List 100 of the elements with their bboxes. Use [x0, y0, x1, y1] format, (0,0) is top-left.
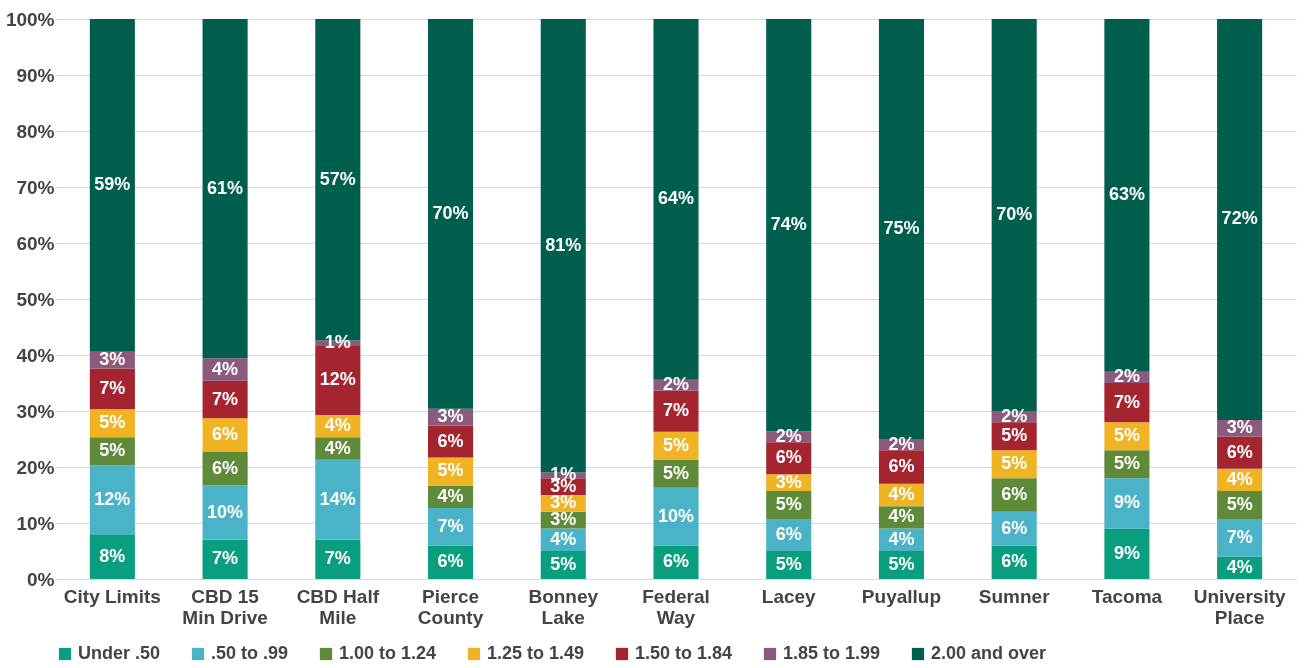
- x-tick-label: CBD 15 Min Drive: [182, 585, 268, 628]
- data-label: 7%: [212, 548, 239, 569]
- legend-label: 1.00 to 1.24: [339, 643, 437, 663]
- bar: [428, 19, 474, 409]
- data-label: 3%: [775, 471, 802, 492]
- y-tick-label: 90%: [16, 64, 55, 86]
- x-tick-label: University Place: [1193, 585, 1287, 628]
- bar: [1217, 19, 1263, 420]
- data-label: 8%: [99, 545, 126, 566]
- bar: [89, 19, 135, 352]
- data-label: 14%: [319, 488, 356, 509]
- legend-label: .50 to .99: [211, 643, 289, 663]
- data-label: 4%: [324, 415, 351, 436]
- legend-label: 1.50 to 1.84: [635, 643, 733, 663]
- y-tick-label: 0%: [27, 568, 55, 590]
- data-label: 10%: [657, 505, 695, 526]
- data-label: 5%: [437, 460, 464, 481]
- data-label: 6%: [775, 524, 802, 545]
- x-tick-label: Lacey: [761, 585, 817, 607]
- data-label: 4%: [550, 528, 577, 549]
- data-label: 2%: [662, 374, 690, 395]
- y-tick-label: 100%: [5, 8, 55, 30]
- data-label: 6%: [1001, 484, 1028, 504]
- data-label: 5%: [1001, 453, 1028, 474]
- data-label: 5%: [775, 494, 802, 515]
- y-tick-label: 20%: [16, 456, 55, 478]
- data-label: 7%: [212, 388, 239, 409]
- data-label: 5%: [550, 554, 577, 574]
- legend-label: Under .50: [78, 643, 161, 663]
- data-label: 5%: [1113, 425, 1140, 446]
- x-tick-label: Pierce County: [417, 585, 484, 628]
- data-label: 5%: [888, 554, 915, 574]
- data-label: 6%: [1001, 517, 1028, 538]
- bar: [653, 390, 699, 432]
- data-label: 2%: [1001, 405, 1028, 426]
- bar: [202, 19, 248, 359]
- data-label: 5%: [775, 554, 802, 574]
- y-tick-label: 70%: [16, 176, 55, 198]
- data-label: 81%: [545, 234, 582, 255]
- data-label: 12%: [319, 369, 356, 390]
- x-tick-label: Bonney Lake: [528, 585, 599, 628]
- data-label: 5%: [1226, 494, 1253, 515]
- data-label: 7%: [99, 377, 126, 398]
- x-tick-label: City Limits: [63, 585, 161, 607]
- data-label: 5%: [1001, 425, 1028, 446]
- data-label: 9%: [1113, 542, 1140, 563]
- bar: [878, 19, 924, 439]
- data-label: 4%: [888, 528, 915, 549]
- data-label: 64%: [657, 188, 695, 209]
- data-label: 59%: [94, 174, 131, 195]
- data-label: 5%: [99, 440, 126, 461]
- data-label: 7%: [1113, 391, 1140, 412]
- data-label: 74%: [770, 214, 807, 235]
- y-tick-label: 40%: [16, 344, 55, 366]
- data-label: 6%: [437, 551, 464, 572]
- data-label: 2%: [888, 433, 915, 454]
- data-label: 4%: [437, 485, 464, 506]
- data-label: 6%: [212, 424, 239, 445]
- data-label: 72%: [1221, 208, 1258, 229]
- bar: [89, 465, 135, 535]
- data-label: 5%: [662, 434, 690, 455]
- data-label: 6%: [775, 447, 802, 468]
- data-label: 4%: [324, 437, 351, 458]
- data-label: 5%: [1113, 453, 1140, 474]
- data-label: 10%: [207, 501, 244, 522]
- bar: [315, 459, 361, 540]
- x-tick-label: CBD Half Mile: [296, 585, 380, 628]
- data-label: 6%: [212, 457, 239, 478]
- data-label: 7%: [1226, 526, 1253, 547]
- data-label: 7%: [437, 515, 464, 536]
- data-label: 6%: [662, 551, 690, 572]
- x-tick-label: Sumner: [978, 585, 1051, 607]
- y-tick-label: 10%: [16, 512, 55, 534]
- data-label: 61%: [207, 177, 244, 198]
- y-tick-label: 80%: [16, 120, 55, 142]
- data-label: 6%: [888, 456, 915, 476]
- x-tick-label: Tacoma: [1091, 585, 1163, 607]
- data-label: 9%: [1113, 492, 1140, 513]
- y-tick-label: 60%: [16, 232, 55, 254]
- bar: [1104, 478, 1150, 529]
- legend-label: 1.25 to 1.49: [487, 643, 585, 663]
- y-tick-label: 50%: [16, 288, 55, 310]
- data-label: 4%: [1226, 468, 1253, 489]
- data-label: 7%: [324, 548, 351, 569]
- data-label: 4%: [888, 484, 915, 504]
- bar: [991, 19, 1037, 411]
- data-label: 6%: [1001, 551, 1028, 572]
- data-label: 70%: [432, 202, 469, 223]
- legend-label: 2.00 and over: [931, 643, 1047, 663]
- data-label: 3%: [1226, 417, 1253, 438]
- data-label: 5%: [662, 462, 690, 483]
- x-tick-label: Federal Way: [642, 585, 710, 628]
- data-label: 3%: [99, 349, 126, 370]
- data-label: 63%: [1108, 184, 1145, 205]
- data-label: 4%: [888, 506, 915, 527]
- data-label: 6%: [1226, 441, 1253, 462]
- data-label: 5%: [99, 412, 126, 433]
- data-label: 75%: [883, 218, 920, 238]
- data-label: 4%: [212, 358, 239, 379]
- x-tick-label: Puyallup: [861, 585, 942, 607]
